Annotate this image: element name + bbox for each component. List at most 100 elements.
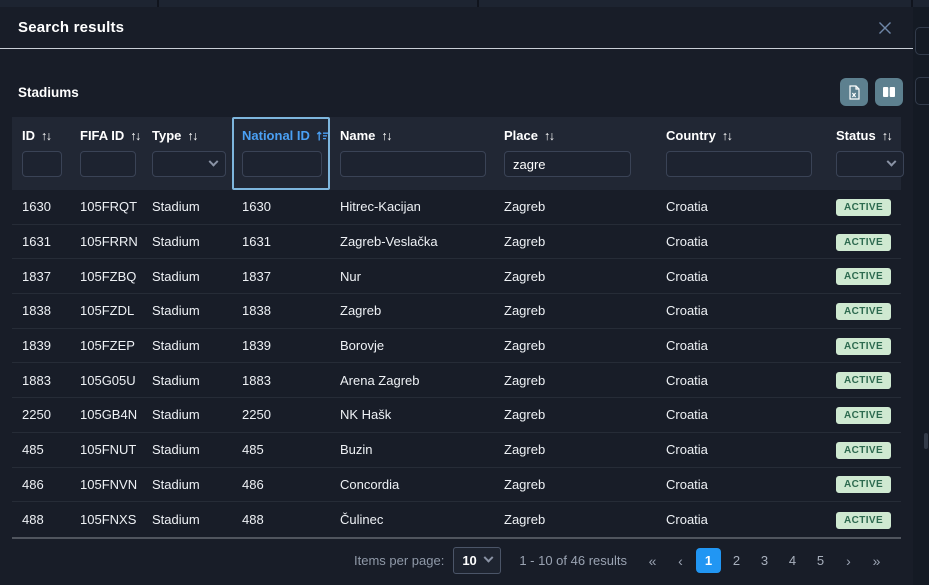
table-row[interactable]: 488 105FNXS Stadium 488 Čulinec Zagreb C… xyxy=(12,502,901,537)
cell-place: Zagreb xyxy=(504,442,546,458)
chevron-down-icon xyxy=(886,156,897,167)
filter-input-country[interactable] xyxy=(666,151,812,177)
page-button-3[interactable]: 3 xyxy=(752,548,777,573)
cell-type: Stadium xyxy=(152,199,200,215)
status-badge: ACTIVE xyxy=(836,268,892,286)
sort-icon[interactable]: ↑↓ xyxy=(381,128,392,143)
cell-country: Croatia xyxy=(666,338,708,354)
cell-name: NK Hašk xyxy=(340,407,392,423)
filter-input-national-id[interactable] xyxy=(242,151,322,177)
table-row[interactable]: 1837 105FZBQ Stadium 1837 Nur Zagreb Cro… xyxy=(12,259,901,295)
table-row[interactable]: 486 105FNVN Stadium 486 Concordia Zagreb… xyxy=(12,468,901,503)
status-badge: ACTIVE xyxy=(836,476,892,494)
previous-page-button[interactable]: ‹ xyxy=(668,548,693,573)
table-body: 1630 105FRQT Stadium 1630 Hitrec-Kacijan… xyxy=(12,190,901,537)
background-page-right xyxy=(913,7,929,585)
sort-icon[interactable]: ↑↓ xyxy=(130,128,141,143)
column-label: Country xyxy=(666,128,716,143)
filter-input-id[interactable] xyxy=(22,151,62,177)
section-bar: Stadiums xyxy=(0,67,913,117)
scrollbar-thumb[interactable] xyxy=(924,433,928,449)
cell-country: Croatia xyxy=(666,476,708,492)
sort-icon[interactable]: ↑↓ xyxy=(721,128,733,143)
filter-select-status[interactable] xyxy=(836,151,904,177)
cell-fifa-id: 105FNXS xyxy=(80,512,137,528)
cell-name: Nur xyxy=(340,268,361,284)
table-row[interactable]: 485 105FNUT Stadium 485 Buzin Zagreb Cro… xyxy=(12,433,901,468)
cell-fifa-id: 105GB4N xyxy=(80,407,138,423)
cell-fifa-id: 105FNUT xyxy=(80,442,137,458)
column-header-place[interactable]: Place ↑↓ xyxy=(494,117,656,190)
filter-input-name[interactable] xyxy=(340,151,486,177)
last-page-button[interactable]: » xyxy=(864,548,889,573)
divider xyxy=(911,0,913,7)
cell-fifa-id: 105FRQT xyxy=(80,199,138,215)
status-badge: ACTIVE xyxy=(836,372,892,390)
cell-national-id: 488 xyxy=(242,512,264,528)
status-badge: ACTIVE xyxy=(836,337,892,355)
cell-name: Concordia xyxy=(340,476,400,492)
sort-icon[interactable]: ↑↓ xyxy=(881,128,893,143)
table-row[interactable]: 1630 105FRQT Stadium 1630 Hitrec-Kacijan… xyxy=(12,190,901,225)
cell-name: Hitrec-Kacijan xyxy=(340,199,421,215)
filter-input-place[interactable] xyxy=(504,151,631,177)
cell-id: 2250 xyxy=(22,407,51,423)
column-header-type[interactable]: Type ↑↓ xyxy=(142,117,232,190)
background-button-outline xyxy=(915,77,929,105)
table-bottom-border xyxy=(12,536,901,539)
column-header-name[interactable]: Name ↑↓ xyxy=(330,117,494,190)
cell-national-id: 1883 xyxy=(242,372,271,388)
columns-icon xyxy=(882,86,896,98)
column-header-country[interactable]: Country ↑↓ xyxy=(656,117,826,190)
cell-place: Zagreb xyxy=(504,407,546,423)
column-header-id[interactable]: ID ↑↓ xyxy=(12,117,70,190)
sort-icon[interactable]: ↑↓ xyxy=(187,128,198,143)
cell-type: Stadium xyxy=(152,476,200,492)
cell-place: Zagreb xyxy=(504,372,546,388)
export-excel-button[interactable] xyxy=(840,78,868,106)
column-header-status[interactable]: Status ↑↓ xyxy=(826,117,910,190)
cell-status: ACTIVE xyxy=(826,198,901,216)
cell-national-id: 1837 xyxy=(242,268,271,284)
cell-id: 1631 xyxy=(22,234,51,250)
status-badge: ACTIVE xyxy=(836,233,892,251)
items-per-page-select[interactable]: 10 xyxy=(453,547,502,574)
cell-country: Croatia xyxy=(666,372,708,388)
page-button-1[interactable]: 1 xyxy=(696,548,721,573)
cell-fifa-id: 105G05U xyxy=(80,372,136,388)
table-row[interactable]: 1839 105FZEP Stadium 1839 Borovje Zagreb… xyxy=(12,329,901,364)
cell-status: ACTIVE xyxy=(826,337,901,355)
status-badge: ACTIVE xyxy=(836,302,892,320)
filter-select-type[interactable] xyxy=(152,151,226,177)
close-button[interactable] xyxy=(873,16,897,40)
cell-national-id: 1839 xyxy=(242,338,271,354)
next-page-button[interactable]: › xyxy=(836,548,861,573)
page-button-4[interactable]: 4 xyxy=(780,548,805,573)
cell-place: Zagreb xyxy=(504,234,546,250)
modal-header: Search results xyxy=(0,7,913,49)
chevron-down-icon xyxy=(208,156,219,167)
sort-icon[interactable]: ↑↓ xyxy=(41,128,52,143)
sort-icon[interactable]: ↑↓ xyxy=(543,128,555,143)
column-header-national-id[interactable]: National ID xyxy=(232,117,330,190)
table-row[interactable]: 1883 105G05U Stadium 1883 Arena Zagreb Z… xyxy=(12,363,901,399)
cell-fifa-id: 105FZEP xyxy=(80,338,135,354)
first-page-button[interactable]: « xyxy=(640,548,665,573)
cell-national-id: 1838 xyxy=(242,303,271,319)
column-header-fifa-id[interactable]: FIFA ID ↑↓ xyxy=(70,117,142,190)
page-button-2[interactable]: 2 xyxy=(724,548,749,573)
status-badge: ACTIVE xyxy=(836,406,892,424)
columns-button[interactable] xyxy=(875,78,903,106)
table-row[interactable]: 1838 105FZDL Stadium 1838 Zagreb Zagreb … xyxy=(12,294,901,329)
cell-country: Croatia xyxy=(666,268,708,284)
sort-ascending-icon[interactable] xyxy=(316,130,329,142)
table-row[interactable]: 1631 105FRRN Stadium 1631 Zagreb-Veslačk… xyxy=(12,225,901,260)
cell-name: Buzin xyxy=(340,442,373,458)
filter-input-fifa-id[interactable] xyxy=(80,151,136,177)
cell-status: ACTIVE xyxy=(826,441,901,459)
cell-national-id: 486 xyxy=(242,476,264,492)
page-button-5[interactable]: 5 xyxy=(808,548,833,573)
table-row[interactable]: 2250 105GB4N Stadium 2250 NK Hašk Zagreb… xyxy=(12,398,901,433)
cell-status: ACTIVE xyxy=(826,511,901,529)
